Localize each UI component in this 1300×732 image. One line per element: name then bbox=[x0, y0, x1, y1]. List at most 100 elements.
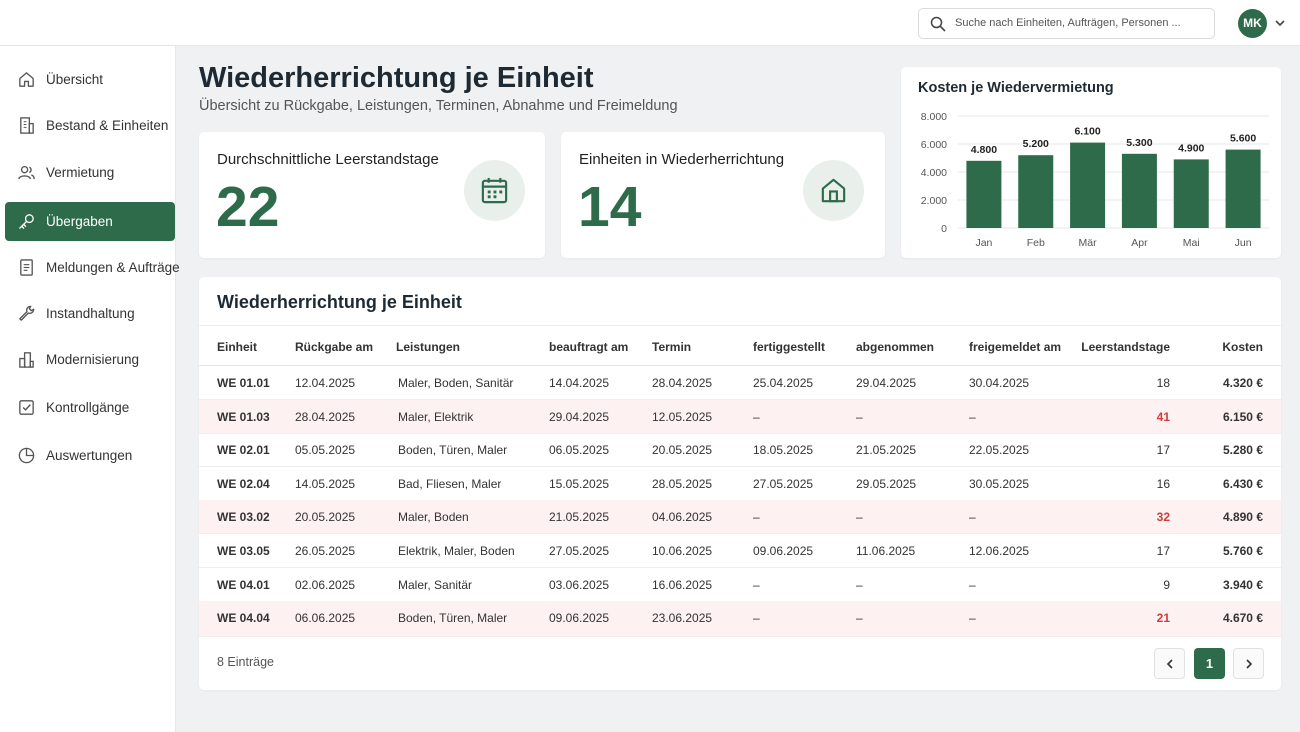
col-header-freigemeldet[interactable]: freigemeldet am bbox=[969, 340, 1062, 354]
kpi-value: 14 bbox=[578, 175, 642, 239]
col-header-einheit[interactable]: Einheit bbox=[217, 340, 258, 354]
cell-freigemeldet: – bbox=[969, 578, 976, 592]
col-header-termin[interactable]: Termin bbox=[652, 340, 692, 354]
search-input[interactable]: Suche nach Einheiten, Aufträgen, Persone… bbox=[955, 17, 1181, 29]
cell-einheit: WE 03.02 bbox=[217, 510, 270, 524]
table-row[interactable]: WE 04.04 06.06.2025 Boden, Türen, Maler 09.… bbox=[199, 601, 1281, 637]
cell-abgenommen: – bbox=[856, 578, 863, 592]
sidebar-item-label: Auswertungen bbox=[46, 448, 133, 463]
col-header-beauftragt[interactable]: beauftragt am bbox=[549, 340, 629, 354]
sidebar-item-instandhaltung[interactable]: Instandhaltung bbox=[5, 294, 175, 333]
sidebar-item-label: Instandhaltung bbox=[46, 306, 135, 321]
next-page-button[interactable] bbox=[1233, 648, 1264, 679]
col-header-rueckgabe[interactable]: Rückgabe am bbox=[295, 340, 374, 354]
table-row[interactable]: WE 03.02 20.05.2025 Maler, Boden 21.05.2025… bbox=[199, 500, 1281, 534]
top-bar: Suche nach Einheiten, Aufträgen, Persone… bbox=[0, 0, 1300, 46]
bar bbox=[966, 160, 1002, 228]
sidebar-item-bestand[interactable]: Bestand & Einheiten bbox=[5, 106, 175, 145]
cell-freigemeldet: – bbox=[969, 611, 976, 625]
cell-rueckgabe: 14.05.2025 bbox=[295, 477, 356, 491]
cell-leerstandstage: 41 bbox=[1156, 410, 1170, 424]
cell-abgenommen: 11.06.2025 bbox=[856, 544, 916, 558]
cell-freigemeldet: 22.05.2025 bbox=[969, 443, 1030, 457]
y-tick-label: 8.000 bbox=[921, 111, 947, 123]
sidebar-item-modernisierung[interactable]: Modernisierung bbox=[5, 340, 175, 379]
cell-rueckgabe: 12.04.2025 bbox=[295, 376, 356, 390]
col-header-fertiggestellt[interactable]: fertiggestellt bbox=[753, 340, 826, 354]
col-header-leerstandstage[interactable]: Leerstandstage bbox=[1081, 340, 1170, 354]
sidebar-item-kontrollgaenge[interactable]: Kontrollgänge bbox=[5, 388, 175, 427]
prev-page-button[interactable] bbox=[1154, 648, 1185, 679]
cell-kosten: 4.320 € bbox=[1222, 376, 1263, 390]
cell-freigemeldet: 12.06.2025 bbox=[969, 544, 1030, 558]
sidebar: Übersicht Bestand & Einheiten Vermietung… bbox=[0, 46, 180, 732]
cell-kosten: 3.940 € bbox=[1222, 578, 1263, 592]
data-label: 5.200 bbox=[1023, 138, 1049, 150]
cell-leistungen: Boden, Türen, Maler bbox=[398, 611, 508, 625]
search-box[interactable]: Suche nach Einheiten, Aufträgen, Persone… bbox=[918, 8, 1215, 39]
page-button-current[interactable]: 1 bbox=[1194, 648, 1225, 679]
table-row[interactable]: WE 01.03 28.04.2025 Maler, Elektrik 29.04.2… bbox=[199, 400, 1281, 434]
cell-kosten: 5.280 € bbox=[1222, 443, 1263, 457]
cell-beauftragt: 15.05.2025 bbox=[549, 477, 610, 491]
sidebar-item-uebersicht[interactable]: Übersicht bbox=[5, 60, 175, 99]
home-icon bbox=[19, 72, 34, 87]
cell-fertiggestellt: – bbox=[753, 578, 760, 592]
sidebar-item-meldungen[interactable]: Meldungen & Aufträge bbox=[5, 248, 180, 287]
cell-termin: 23.06.2025 bbox=[652, 611, 713, 625]
cell-einheit: WE 03.05 bbox=[217, 544, 270, 558]
cell-beauftragt: 21.05.2025 bbox=[549, 510, 610, 524]
cell-freigemeldet: 30.05.2025 bbox=[969, 477, 1030, 491]
cell-termin: 12.05.2025 bbox=[652, 410, 713, 424]
cell-einheit: WE 01.03 bbox=[217, 410, 270, 424]
cell-leerstandstage: 17 bbox=[1156, 443, 1170, 457]
table-row[interactable]: WE 04.01 02.06.2025 Maler, Sanitär 03.06.20… bbox=[199, 568, 1281, 602]
sidebar-item-uebergaben[interactable]: Übergaben bbox=[5, 202, 175, 241]
table-row[interactable]: WE 02.04 14.05.2025 Bad, Fliesen, Maler 15.… bbox=[199, 467, 1281, 501]
table-row[interactable]: WE 02.01 05.05.2025 Boden, Türen, Maler 06.… bbox=[199, 433, 1281, 467]
cell-einheit: WE 04.04 bbox=[217, 611, 270, 625]
key-icon bbox=[19, 214, 34, 229]
sidebar-item-vermietung[interactable]: Vermietung bbox=[5, 153, 175, 192]
sidebar-item-label: Meldungen & Aufträge bbox=[46, 260, 180, 275]
cell-termin: 28.05.2025 bbox=[652, 477, 713, 491]
search-icon bbox=[930, 16, 946, 32]
cell-freigemeldet: – bbox=[969, 510, 976, 524]
chart-building-icon bbox=[19, 352, 34, 368]
data-label: 5.600 bbox=[1230, 133, 1256, 145]
bar bbox=[1070, 142, 1106, 228]
table-row[interactable]: WE 01.01 12.04.2025 Maler, Boden, Sanitär 1… bbox=[199, 366, 1281, 400]
cell-fertiggestellt: 27.05.2025 bbox=[753, 477, 814, 491]
house-icon bbox=[803, 160, 864, 221]
x-tick-label: Jan bbox=[975, 237, 992, 249]
sidebar-item-auswertungen[interactable]: Auswertungen bbox=[5, 436, 175, 475]
cell-abgenommen: 21.05.2025 bbox=[856, 443, 917, 457]
cell-fertiggestellt: 18.05.2025 bbox=[753, 443, 814, 457]
cell-leerstandstage: 9 bbox=[1163, 578, 1170, 592]
cell-einheit: WE 04.01 bbox=[217, 578, 270, 592]
chevron-down-icon[interactable] bbox=[1274, 17, 1286, 29]
sidebar-item-label: Kontrollgänge bbox=[46, 400, 130, 415]
cell-rueckgabe: 05.05.2025 bbox=[295, 443, 356, 457]
cell-termin: 04.06.2025 bbox=[652, 510, 713, 524]
cell-beauftragt: 27.05.2025 bbox=[549, 544, 610, 558]
cell-leerstandstage: 17 bbox=[1156, 544, 1170, 558]
cell-kosten: 4.670 € bbox=[1222, 611, 1263, 625]
col-header-kosten[interactable]: Kosten bbox=[1222, 340, 1263, 354]
cell-leistungen: Maler, Sanitär bbox=[398, 578, 473, 592]
col-header-leistungen[interactable]: Leistungen bbox=[396, 340, 461, 354]
avatar[interactable]: MK bbox=[1238, 9, 1267, 38]
table-card: Wiederherrichtung je Einheit Einheit Rüc… bbox=[199, 277, 1281, 690]
cell-fertiggestellt: 09.06.2025 bbox=[753, 544, 814, 558]
x-tick-label: Mai bbox=[1183, 237, 1200, 249]
table-row[interactable]: WE 03.05 26.05.2025 Elektrik, Maler, Boden… bbox=[199, 534, 1281, 568]
data-label: 5.300 bbox=[1126, 137, 1152, 149]
x-tick-label: Apr bbox=[1131, 237, 1148, 249]
entry-count: 8 Einträge bbox=[217, 655, 274, 669]
cell-freigemeldet: 30.04.2025 bbox=[969, 376, 1030, 390]
cell-leistungen: Maler, Boden bbox=[398, 510, 469, 524]
cell-abgenommen: 29.05.2025 bbox=[856, 477, 917, 491]
cell-kosten: 5.760 € bbox=[1222, 544, 1263, 558]
document-icon bbox=[20, 259, 33, 276]
col-header-abgenommen[interactable]: abgenommen bbox=[856, 340, 935, 354]
